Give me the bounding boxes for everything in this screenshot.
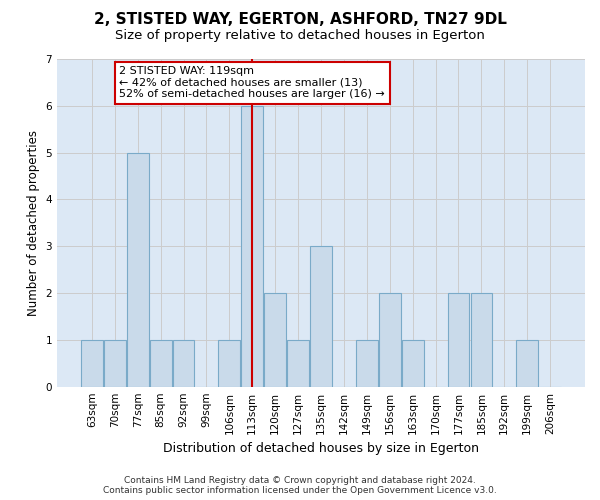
Bar xyxy=(150,340,172,386)
Bar xyxy=(310,246,332,386)
X-axis label: Distribution of detached houses by size in Egerton: Distribution of detached houses by size … xyxy=(163,442,479,455)
Bar xyxy=(173,340,194,386)
Bar xyxy=(127,152,149,386)
Y-axis label: Number of detached properties: Number of detached properties xyxy=(27,130,40,316)
Bar xyxy=(448,293,469,386)
Text: Contains HM Land Registry data © Crown copyright and database right 2024.
Contai: Contains HM Land Registry data © Crown c… xyxy=(103,476,497,495)
Text: 2, STISTED WAY, EGERTON, ASHFORD, TN27 9DL: 2, STISTED WAY, EGERTON, ASHFORD, TN27 9… xyxy=(94,12,506,28)
Bar xyxy=(241,106,263,386)
Bar xyxy=(104,340,126,386)
Bar xyxy=(379,293,401,386)
Bar xyxy=(81,340,103,386)
Bar xyxy=(218,340,240,386)
Bar xyxy=(402,340,424,386)
Bar xyxy=(356,340,378,386)
Bar xyxy=(517,340,538,386)
Bar xyxy=(265,293,286,386)
Bar xyxy=(470,293,492,386)
Bar xyxy=(287,340,309,386)
Text: Size of property relative to detached houses in Egerton: Size of property relative to detached ho… xyxy=(115,29,485,42)
Text: 2 STISTED WAY: 119sqm
← 42% of detached houses are smaller (13)
52% of semi-deta: 2 STISTED WAY: 119sqm ← 42% of detached … xyxy=(119,66,385,99)
